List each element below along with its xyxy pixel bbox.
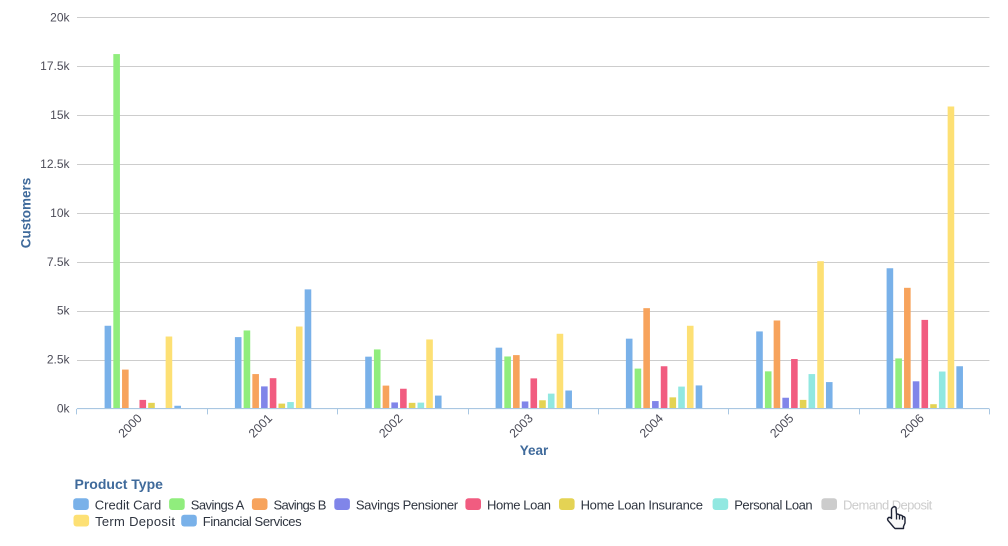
svg-text:Demand Deposit: Demand Deposit (843, 498, 933, 513)
svg-text:Savings Pensioner: Savings Pensioner (356, 498, 459, 513)
svg-text:15k: 15k (50, 108, 70, 122)
svg-text:Product Type: Product Type (75, 476, 164, 492)
svg-text:Customers: Customers (19, 178, 34, 249)
svg-text:5k: 5k (57, 304, 71, 318)
svg-text:Credit Card: Credit Card (95, 498, 161, 513)
svg-text:20k: 20k (50, 10, 70, 24)
svg-text:Savings B: Savings B (274, 498, 326, 513)
svg-text:10k: 10k (50, 206, 70, 220)
svg-text:Financial Services: Financial Services (203, 514, 302, 529)
svg-text:7.5k: 7.5k (47, 255, 71, 269)
svg-text:12.5k: 12.5k (40, 157, 70, 171)
svg-text:Year: Year (520, 443, 549, 458)
svg-text:0k: 0k (57, 402, 71, 416)
svg-text:Personal Loan: Personal Loan (734, 498, 812, 513)
svg-text:Term Deposit: Term Deposit (95, 514, 175, 529)
svg-text:17.5k: 17.5k (40, 59, 70, 73)
svg-text:Home Loan Insurance: Home Loan Insurance (581, 498, 703, 513)
svg-text:2.5k: 2.5k (47, 353, 71, 367)
svg-text:Home Loan: Home Loan (487, 498, 551, 513)
svg-text:Savings A: Savings A (191, 498, 245, 513)
